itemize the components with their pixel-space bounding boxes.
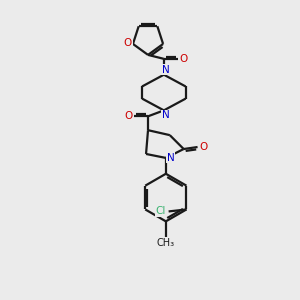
Text: N: N bbox=[162, 65, 170, 75]
Text: O: O bbox=[124, 111, 132, 121]
Text: O: O bbox=[124, 38, 132, 48]
Text: N: N bbox=[167, 153, 175, 163]
Text: N: N bbox=[162, 110, 170, 120]
Text: CH₃: CH₃ bbox=[157, 238, 175, 248]
Text: Cl: Cl bbox=[155, 206, 166, 216]
Text: O: O bbox=[200, 142, 208, 152]
Text: O: O bbox=[180, 54, 188, 64]
